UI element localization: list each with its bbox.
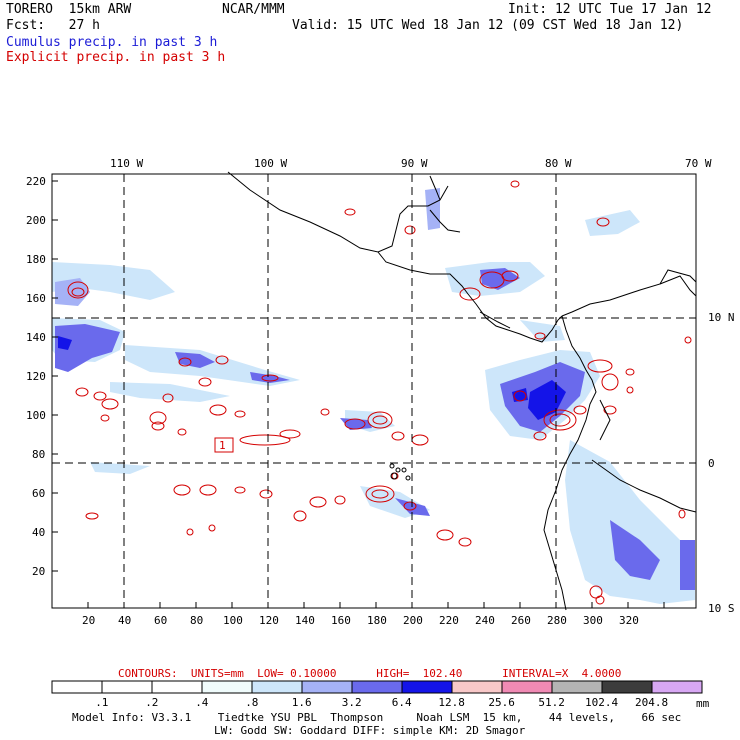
colorbar-label: 12.8 [438,696,465,709]
x-tick: 40 [118,614,132,627]
lon-label-70w: 70 W [685,157,712,170]
colorbar [51,680,703,694]
x-tick: 180 [367,614,387,627]
colorbar-swatch [51,680,103,694]
colorbar-label: .2 [145,696,159,709]
x-tick: 240 [475,614,495,627]
map-frame [51,173,697,609]
lon-label-100w: 100 W [254,157,288,170]
x-tick: 80 [190,614,204,627]
lat-label-10n: 10 N [708,311,735,324]
lat-label-0: 0 [708,457,715,470]
field1-title: Cumulus precip. in past 3 h [6,35,218,50]
colorbar-label: 6.4 [391,696,412,709]
x-tick: 60 [154,614,168,627]
lat-label-10s: 10 S [708,602,735,615]
colorbar-swatch [551,680,603,694]
valid-time: Valid: 15 UTC Wed 18 Jan 12 (09 CST Wed … [292,18,684,33]
colorbar-swatch [601,680,653,694]
x-tick: 140 [295,614,315,627]
colorbar-swatch [301,680,353,694]
x-tick: 200 [403,614,423,627]
x-tick: 260 [511,614,531,627]
colorbar-swatch [401,680,453,694]
left-axis-ticks [52,180,58,572]
y-tick: 180 [26,253,46,266]
lon-label-80w: 80 W [545,157,572,170]
contours-info: CONTOURS: UNITS=mm LOW= 0.10000 HIGH= 10… [118,667,622,680]
x-tick: 160 [331,614,351,627]
y-tick: 40 [32,526,46,539]
colorbar-swatch [651,680,703,694]
colorbar-label: .4 [195,696,209,709]
model-info-line2: LW: Godd SW: Goddard DIFF: simple KM: 2D… [214,724,526,737]
center-name: NCAR/MMM [222,2,285,17]
colorbar-swatch [501,680,553,694]
bottom-axis-ticks [87,602,665,608]
colorbar-label: 204.8 [635,696,669,709]
y-tick: 200 [26,214,46,227]
graticule [52,174,696,608]
model-name: TORERO 15km ARW [6,2,132,17]
y-tick: 160 [26,292,46,305]
lon-label-90w: 90 W [401,157,428,170]
y-tick: 140 [26,331,46,344]
contour-label-box [214,437,234,453]
field2-title: Explicit precip. in past 3 h [6,50,226,65]
colorbar-label: .1 [95,696,109,709]
forecast-hour: Fcst: 27 h [6,18,100,33]
colorbar-label: 1.6 [291,696,312,709]
x-tick: 220 [439,614,459,627]
colorbar-swatch [351,680,403,694]
colorbar-label: .8 [245,696,259,709]
colorbar-swatch [101,680,153,694]
colorbar-label: 102.4 [585,696,619,709]
colorbar-swatch [251,680,303,694]
colorbar-label: 25.6 [488,696,515,709]
colorbar-swatch [451,680,503,694]
y-tick: 20 [32,565,46,578]
colorbar-label: 51.2 [538,696,565,709]
galapagos-islands [389,463,411,481]
colorbar-swatch [201,680,253,694]
x-tick: 280 [547,614,567,627]
y-tick: 80 [32,448,46,461]
contour-label-text: 1 [219,439,226,452]
colorbar-unit: mm [696,697,710,710]
lon-label-110w: 110 W [110,157,144,170]
y-tick: 220 [26,175,46,188]
x-tick: 320 [619,614,639,627]
y-tick: 60 [32,487,46,500]
init-time: Init: 12 UTC Tue 17 Jan 12 [508,2,712,17]
colorbar-swatch [151,680,203,694]
y-tick: 120 [26,370,46,383]
x-tick: 20 [82,614,96,627]
x-tick: 300 [583,614,603,627]
cumulus-precip-shading [52,188,695,604]
x-tick: 120 [259,614,279,627]
model-info-line1: Model Info: V3.3.1 Tiedtke YSU PBL Thomp… [72,711,682,724]
colorbar-label: 3.2 [341,696,362,709]
x-tick: 100 [223,614,243,627]
y-tick: 100 [26,409,46,422]
